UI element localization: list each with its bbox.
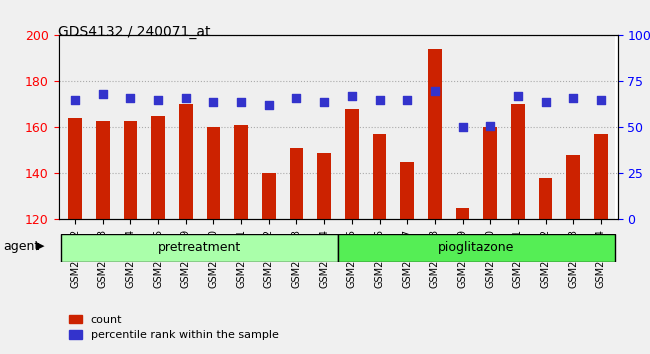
Bar	[227, 35, 255, 219]
Bar	[372, 134, 387, 219]
Bar	[504, 35, 532, 219]
Bar	[345, 109, 359, 219]
Text: pioglitazone: pioglitazone	[438, 241, 515, 254]
Bar	[366, 35, 393, 219]
Point	[513, 93, 523, 99]
Bar	[400, 162, 414, 219]
Point	[236, 99, 246, 104]
Bar	[289, 148, 304, 219]
Point	[291, 95, 302, 101]
Point	[125, 95, 136, 101]
Bar	[96, 120, 110, 219]
Point	[264, 103, 274, 108]
Point	[458, 125, 468, 130]
Point	[346, 93, 357, 99]
FancyBboxPatch shape	[338, 234, 615, 262]
Bar	[255, 35, 283, 219]
Bar	[428, 49, 442, 219]
Bar	[532, 35, 560, 219]
Bar	[200, 35, 227, 219]
Point	[595, 97, 606, 103]
Bar	[144, 35, 172, 219]
Text: GDS4132 / 240071_at: GDS4132 / 240071_at	[58, 25, 211, 39]
Bar	[448, 35, 476, 219]
Bar	[234, 125, 248, 219]
Bar	[179, 104, 192, 219]
Point	[568, 95, 578, 101]
Text: pretreatment: pretreatment	[158, 241, 241, 254]
Bar	[594, 134, 608, 219]
Bar	[560, 35, 587, 219]
Point	[319, 99, 330, 104]
Point	[540, 99, 551, 104]
Bar	[587, 35, 615, 219]
Bar	[484, 127, 497, 219]
Bar	[566, 155, 580, 219]
Bar	[151, 116, 165, 219]
Legend: count, percentile rank within the sample: count, percentile rank within the sample	[64, 310, 283, 345]
Bar	[421, 35, 448, 219]
FancyBboxPatch shape	[61, 234, 338, 262]
Bar	[283, 35, 310, 219]
Point	[402, 97, 412, 103]
Point	[181, 95, 191, 101]
Bar	[89, 35, 116, 219]
Bar	[124, 120, 137, 219]
Bar	[207, 127, 220, 219]
Bar	[511, 104, 525, 219]
Bar	[539, 178, 552, 219]
Bar	[116, 35, 144, 219]
Text: ▶: ▶	[36, 241, 44, 251]
Bar	[393, 35, 421, 219]
Bar	[317, 153, 331, 219]
Bar	[262, 173, 276, 219]
Bar	[68, 118, 82, 219]
Point	[485, 123, 495, 129]
Point	[70, 97, 81, 103]
Point	[153, 97, 163, 103]
Bar	[456, 208, 469, 219]
Bar	[172, 35, 200, 219]
Text: agent: agent	[3, 240, 40, 252]
Bar	[338, 35, 366, 219]
Point	[208, 99, 218, 104]
Point	[98, 91, 108, 97]
Point	[374, 97, 385, 103]
Bar	[61, 35, 89, 219]
Point	[430, 88, 440, 93]
Bar	[476, 35, 504, 219]
Bar	[310, 35, 338, 219]
